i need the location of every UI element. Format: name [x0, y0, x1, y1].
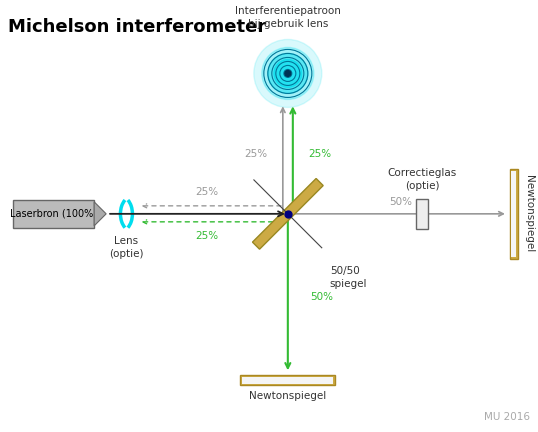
Text: Interferentiepatroon
bij gebruik lens: Interferentiepatroon bij gebruik lens	[235, 6, 341, 29]
Text: Newtonspiegel: Newtonspiegel	[249, 391, 327, 401]
Bar	[13, 200, 94, 228]
Bar	[242, 377, 334, 384]
Text: Lens
(optie): Lens (optie)	[109, 236, 144, 259]
Circle shape	[254, 39, 322, 108]
Text: 50%: 50%	[310, 292, 333, 302]
Bar	[240, 375, 335, 385]
Circle shape	[274, 60, 302, 87]
Text: 25%: 25%	[308, 149, 331, 159]
Text: 50%: 50%	[390, 197, 412, 207]
Text: 25%: 25%	[244, 149, 267, 159]
Text: Newtonspiegel: Newtonspiegel	[524, 175, 534, 252]
Circle shape	[285, 70, 291, 76]
Text: 50/50
spiegel: 50/50 spiegel	[330, 266, 367, 289]
Bar	[510, 169, 518, 259]
Polygon shape	[252, 178, 323, 249]
Text: Correctieglas
(optie): Correctieglas (optie)	[388, 168, 457, 191]
Circle shape	[268, 54, 308, 93]
Text: Michelson interferometer: Michelson interferometer	[8, 18, 266, 36]
Text: 25%: 25%	[196, 187, 218, 197]
Text: MU 2016: MU 2016	[484, 412, 530, 422]
Bar	[511, 171, 516, 257]
Circle shape	[262, 48, 314, 99]
Bar	[416, 199, 428, 229]
Text: 25%: 25%	[196, 231, 218, 241]
Polygon shape	[94, 202, 106, 226]
Text: Laserbron (100%): Laserbron (100%)	[10, 209, 97, 219]
